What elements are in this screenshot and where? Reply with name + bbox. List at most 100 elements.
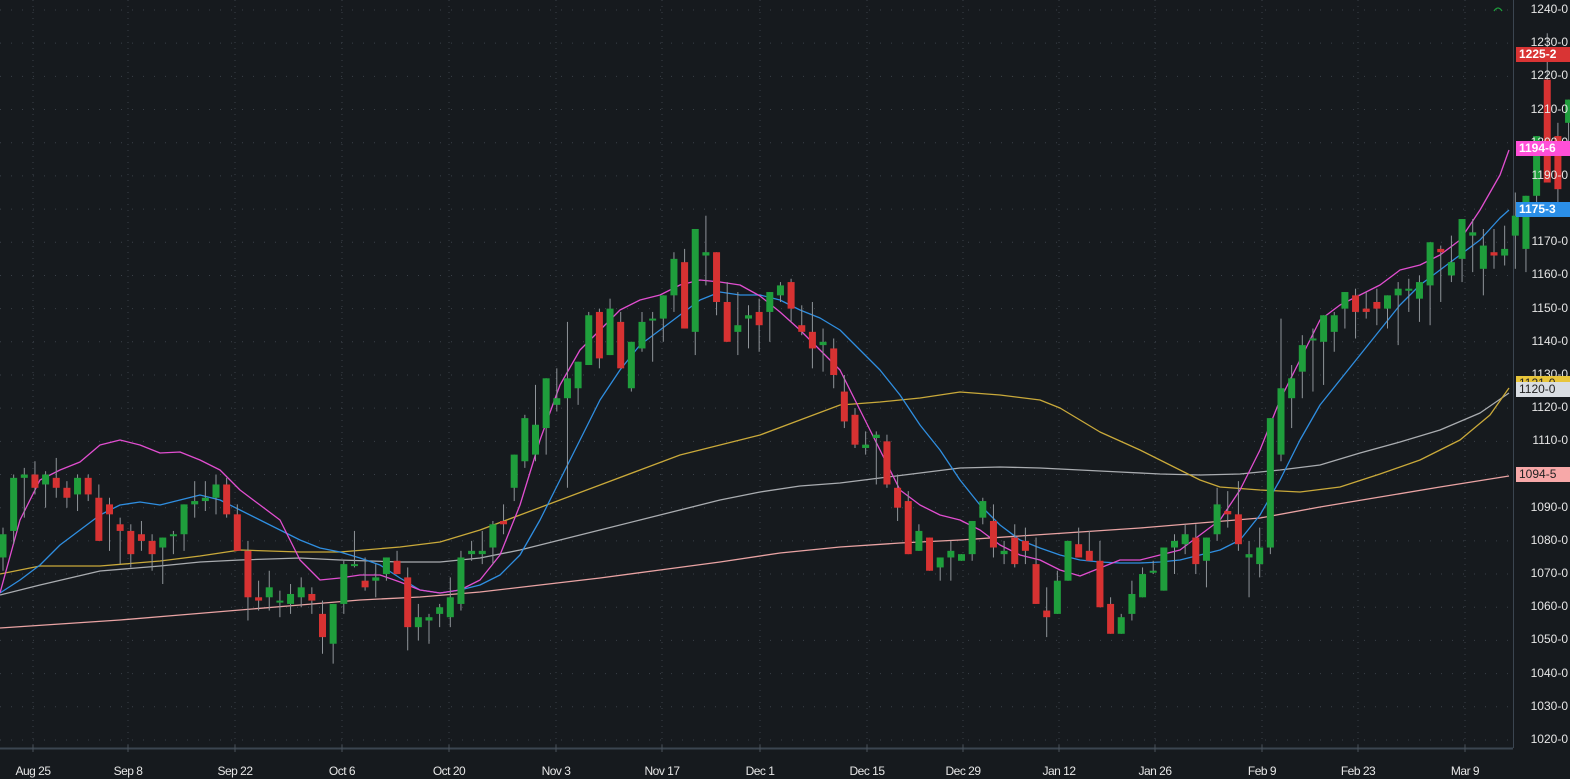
candle-body[interactable] xyxy=(904,501,912,555)
candle-body[interactable] xyxy=(915,530,923,551)
candle-body[interactable] xyxy=(276,600,284,603)
candle-body[interactable] xyxy=(617,321,625,369)
candle-body[interactable] xyxy=(106,504,113,515)
candle-body[interactable] xyxy=(1085,550,1093,561)
candle-body[interactable] xyxy=(244,550,252,598)
candle-body[interactable] xyxy=(808,331,816,349)
candle-body[interactable] xyxy=(457,557,465,604)
candle-body[interactable] xyxy=(542,378,550,429)
candle-body[interactable] xyxy=(1032,564,1040,604)
candle-body[interactable] xyxy=(1458,219,1466,259)
candle-body[interactable] xyxy=(393,560,401,575)
candle-body[interactable] xyxy=(862,444,870,448)
candle-body[interactable] xyxy=(500,520,508,525)
candle-body[interactable] xyxy=(468,550,476,555)
candle-body[interactable] xyxy=(1245,554,1253,558)
candle-body[interactable] xyxy=(510,454,518,488)
candle-body[interactable] xyxy=(1171,540,1178,548)
candle-body[interactable] xyxy=(1000,550,1008,555)
candle-body[interactable] xyxy=(1213,504,1221,535)
candle-body[interactable] xyxy=(819,341,827,346)
candle-body[interactable] xyxy=(883,441,891,485)
candle-body[interactable] xyxy=(830,348,838,375)
candle-body[interactable] xyxy=(372,577,380,581)
candle-body[interactable] xyxy=(1373,301,1381,309)
candle-body[interactable] xyxy=(446,597,454,618)
candle-body[interactable] xyxy=(1437,248,1445,253)
candle-body[interactable] xyxy=(1543,79,1551,183)
candle-body[interactable] xyxy=(926,537,934,571)
candle-body[interactable] xyxy=(0,534,7,558)
candle-body[interactable] xyxy=(308,593,316,601)
candle-body[interactable] xyxy=(1447,262,1455,276)
candle-body[interactable] xyxy=(1469,232,1477,236)
candle-body[interactable] xyxy=(638,321,646,349)
candle-body[interactable] xyxy=(1277,388,1285,455)
candle-body[interactable] xyxy=(1501,248,1509,256)
candle-body[interactable] xyxy=(713,252,721,302)
candle-body[interactable] xyxy=(436,607,444,614)
candle-body[interactable] xyxy=(734,325,742,332)
candle-body[interactable] xyxy=(10,477,18,531)
candle-body[interactable] xyxy=(31,474,39,488)
candle-body[interactable] xyxy=(329,603,337,644)
candle-body[interactable] xyxy=(1011,537,1019,565)
candle-body[interactable] xyxy=(872,434,880,439)
candle-body[interactable] xyxy=(563,378,571,399)
candle-body[interactable] xyxy=(1075,544,1083,558)
candle-body[interactable] xyxy=(1352,295,1360,312)
candle-body[interactable] xyxy=(1192,537,1200,565)
candle-body[interactable] xyxy=(255,597,263,601)
candle-body[interactable] xyxy=(287,593,295,604)
candle-body[interactable] xyxy=(1181,534,1189,545)
candle-body[interactable] xyxy=(1511,215,1519,236)
candle-body[interactable] xyxy=(1309,338,1317,341)
candle-body[interactable] xyxy=(159,537,167,548)
candle-body[interactable] xyxy=(1341,292,1349,309)
candle-body[interactable] xyxy=(521,418,529,462)
candle-body[interactable] xyxy=(1128,593,1136,614)
candle-body[interactable] xyxy=(1043,610,1051,618)
candle-body[interactable] xyxy=(1384,295,1391,309)
candle-body[interactable] xyxy=(265,587,273,598)
candle-body[interactable] xyxy=(1298,345,1306,372)
candle-body[interactable] xyxy=(1234,514,1242,545)
candle-body[interactable] xyxy=(74,477,82,495)
candle-body[interactable] xyxy=(1362,308,1370,312)
candle-body[interactable] xyxy=(766,292,774,312)
candle-body[interactable] xyxy=(84,477,92,495)
candle-body[interactable] xyxy=(553,398,561,405)
candle-body[interactable] xyxy=(20,474,28,478)
candle-body[interactable] xyxy=(936,557,944,568)
candle-body[interactable] xyxy=(1405,288,1413,291)
candle-body[interactable] xyxy=(989,520,997,548)
candle-body[interactable] xyxy=(979,501,987,518)
candle-body[interactable] xyxy=(297,587,305,598)
candle-body[interactable] xyxy=(532,424,539,455)
candle-body[interactable] xyxy=(1479,245,1487,269)
candle-body[interactable] xyxy=(627,341,635,389)
candle-body[interactable] xyxy=(489,524,497,548)
candle-body[interactable] xyxy=(169,534,177,537)
candle-body[interactable] xyxy=(425,617,433,621)
candle-body[interactable] xyxy=(595,311,603,359)
candle-body[interactable] xyxy=(723,301,731,342)
candle-body[interactable] xyxy=(1533,136,1541,196)
candle-body[interactable] xyxy=(958,554,965,561)
candle-body[interactable] xyxy=(1426,242,1434,286)
candle-body[interactable] xyxy=(478,550,486,555)
candle-body[interactable] xyxy=(947,550,955,558)
candle-body[interactable] xyxy=(1415,282,1423,299)
candle-body[interactable] xyxy=(382,557,390,575)
candle-body[interactable] xyxy=(1021,540,1029,551)
candle-body[interactable] xyxy=(1064,540,1072,581)
candle-body[interactable] xyxy=(340,564,348,604)
candle-body[interactable] xyxy=(1394,288,1402,296)
candle-body[interactable] xyxy=(659,295,667,319)
candle-body[interactable] xyxy=(585,315,593,366)
candle-body[interactable] xyxy=(1139,574,1147,598)
candle-body[interactable] xyxy=(137,534,145,541)
candle-body[interactable] xyxy=(180,504,188,535)
candle-body[interactable] xyxy=(350,564,358,567)
